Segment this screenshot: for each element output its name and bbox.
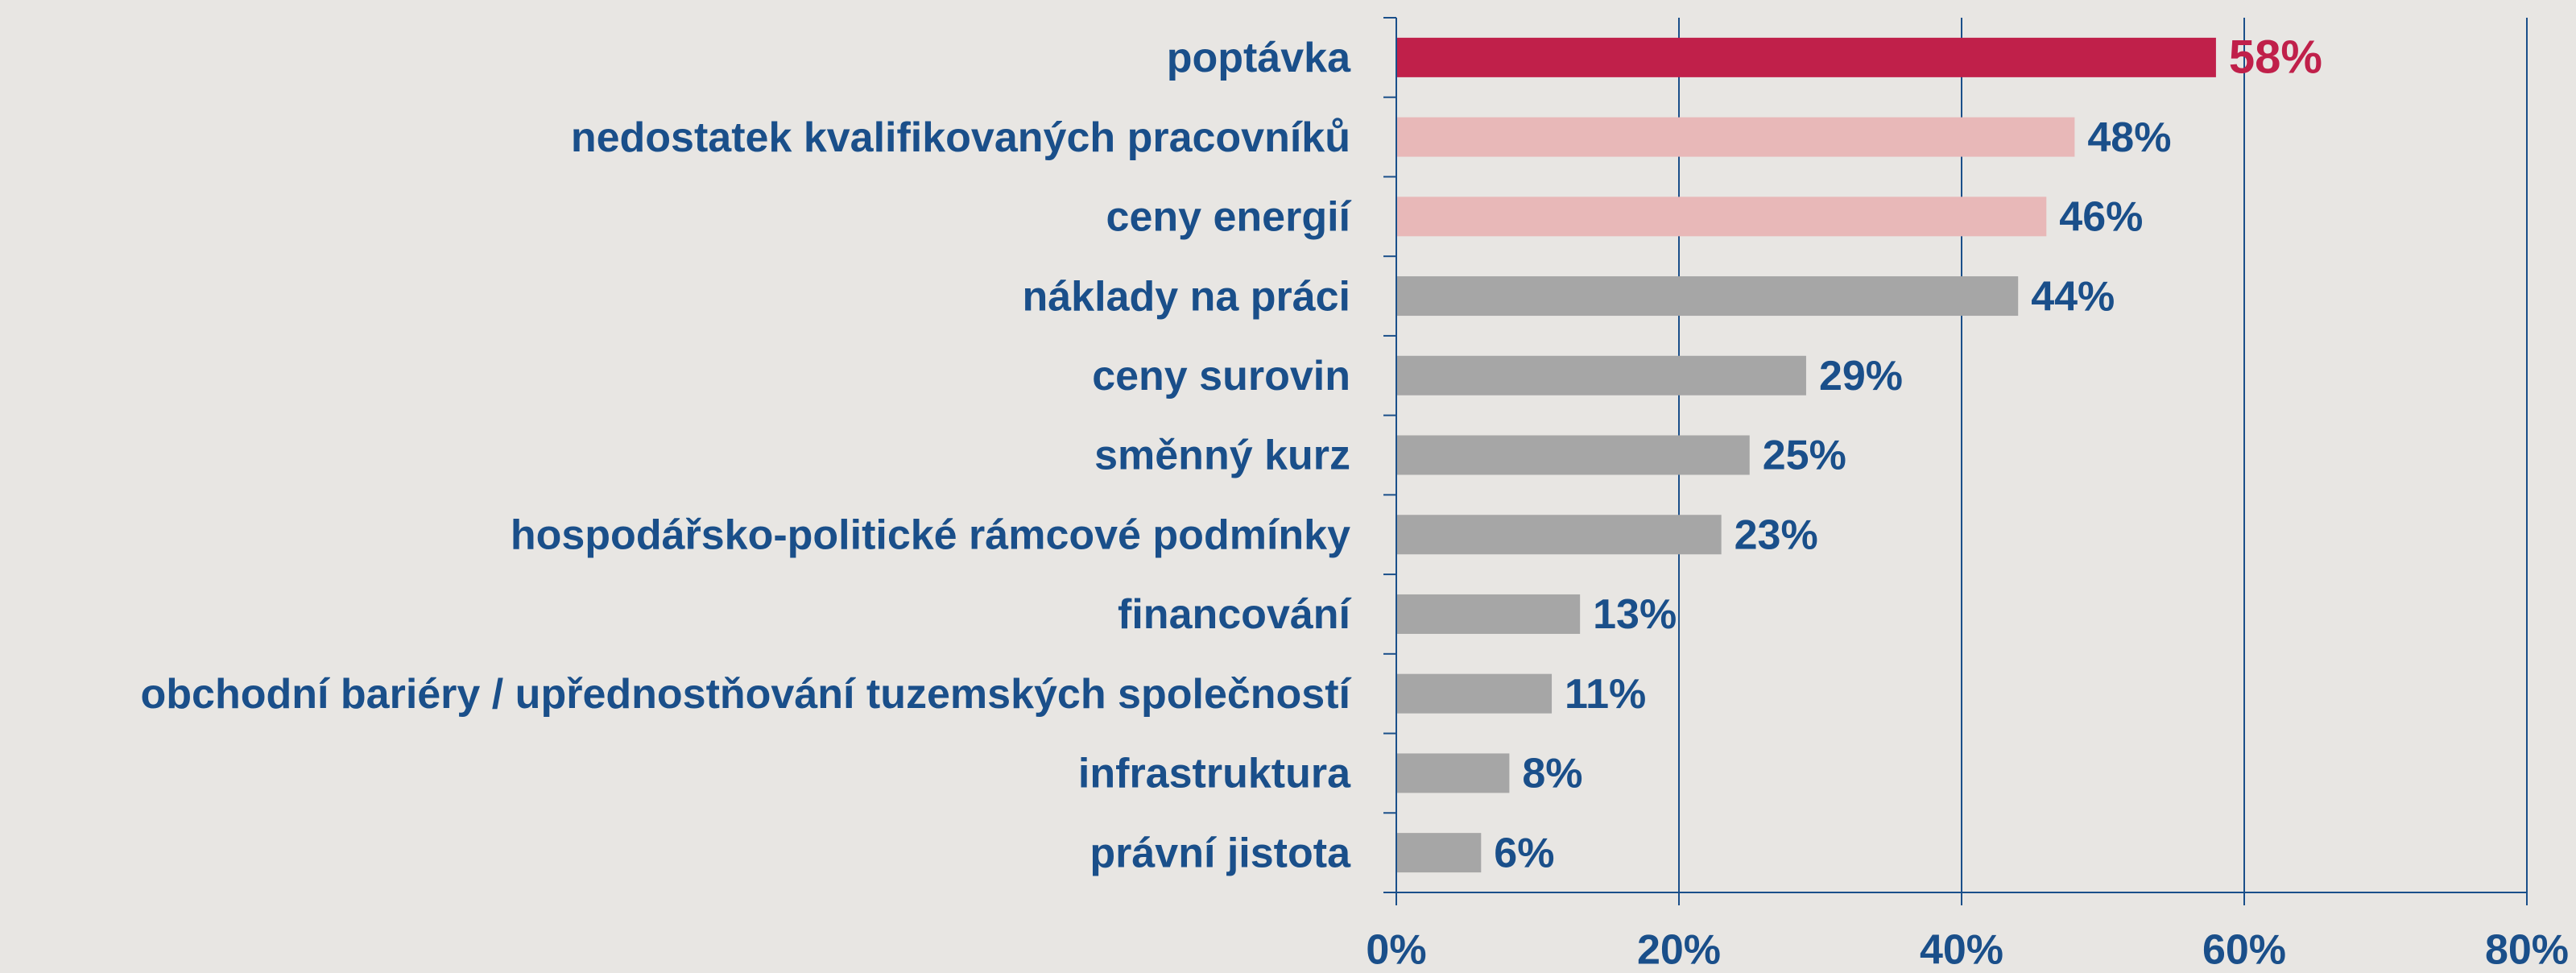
y-tick-label: náklady na práci [1022, 273, 1350, 320]
data-label: 8% [1522, 751, 1582, 797]
bar [1396, 833, 1482, 873]
data-label: 46% [2059, 194, 2143, 241]
y-tick-label: infrastruktura [1078, 751, 1351, 797]
x-tick-label: 0% [1366, 927, 1426, 973]
y-tick-label: poptávka [1167, 35, 1351, 81]
y-tick-label: obchodní bariéry / upřednostňování tuzem… [141, 671, 1352, 718]
bar [1396, 673, 1553, 714]
data-label: 48% [2087, 114, 2171, 161]
data-label: 6% [1494, 830, 1554, 876]
x-tick-label: 60% [2202, 927, 2286, 973]
y-tick-label: ceny energií [1106, 194, 1352, 241]
x-tick-label: 40% [1920, 927, 2003, 973]
bar [1396, 355, 1806, 395]
data-label: 29% [1819, 353, 1903, 400]
bar [1396, 197, 2047, 237]
data-label: 44% [2031, 273, 2115, 320]
y-tick-label: ceny surovin [1092, 353, 1350, 400]
bar [1396, 276, 2019, 317]
bar [1396, 117, 2075, 157]
bar [1396, 753, 1510, 793]
bar [1396, 435, 1750, 475]
y-tick-label: směnný kurz [1094, 433, 1350, 479]
bar [1396, 594, 1581, 634]
bar [1396, 515, 1722, 555]
y-tick-label: hospodářsko-politické rámcové podmínky [511, 511, 1350, 558]
y-tick-label: právní jistota [1090, 830, 1351, 876]
data-label: 25% [1763, 433, 1846, 479]
data-label: 23% [1735, 511, 1818, 558]
data-label: 13% [1593, 591, 1677, 638]
data-label: 58% [2229, 31, 2322, 84]
y-tick-label: nedostatek kvalifikovaných pracovníků [571, 114, 1350, 161]
x-tick-label: 80% [2485, 927, 2569, 973]
y-tick-label: financování [1118, 591, 1351, 638]
x-tick-label: 20% [1637, 927, 1721, 973]
data-label: 11% [1565, 671, 1646, 718]
bar [1396, 37, 2216, 77]
